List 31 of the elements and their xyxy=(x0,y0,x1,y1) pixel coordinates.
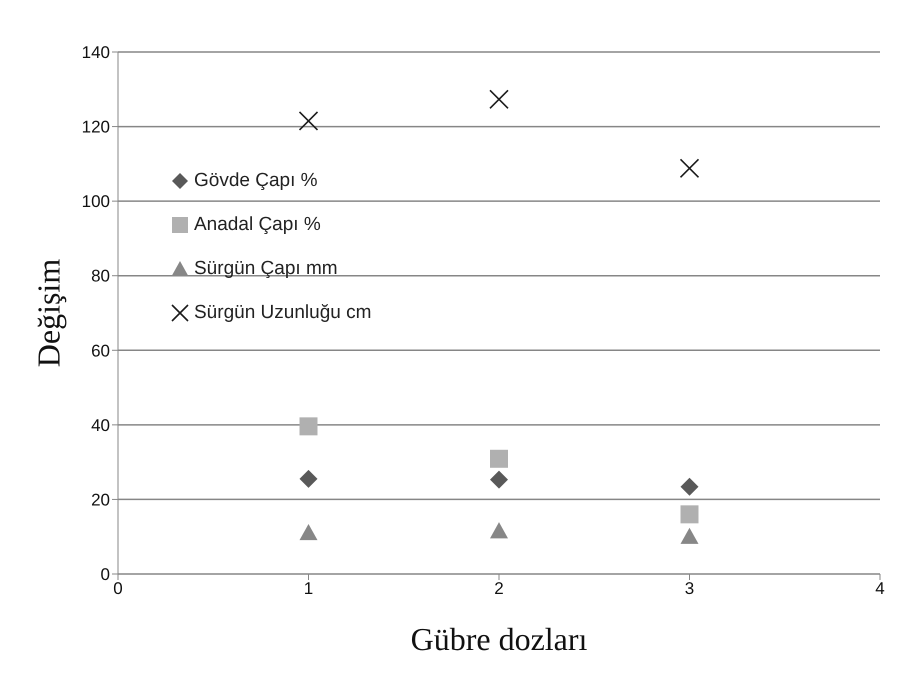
legend-label: Sürgün Çapı mm xyxy=(194,258,338,280)
point xyxy=(680,528,698,544)
x-tick-label: 1 xyxy=(304,579,314,598)
point xyxy=(298,111,318,131)
y-tick-label: 100 xyxy=(82,192,110,212)
y-tick-label: 40 xyxy=(91,416,110,435)
y-tick-label: 120 xyxy=(82,118,110,137)
point xyxy=(490,450,508,468)
x-axis-title: Gübre dozları xyxy=(410,621,588,657)
point xyxy=(490,522,508,538)
point xyxy=(300,470,318,488)
x-tick-label: 0 xyxy=(113,579,123,598)
x-tick-label: 3 xyxy=(684,579,694,598)
point xyxy=(300,417,318,436)
point xyxy=(300,524,318,540)
y-tick-label: 60 xyxy=(91,341,110,360)
point xyxy=(489,90,509,110)
y-tick-label: 140 xyxy=(82,43,110,62)
x-tick-label: 4 xyxy=(875,579,885,598)
point xyxy=(680,158,700,178)
y-tick-label: 80 xyxy=(91,266,110,286)
point xyxy=(680,478,698,496)
x-tick-label: 2 xyxy=(494,579,504,598)
y-tick-label: 20 xyxy=(91,490,110,510)
legend-label: Sürgün Uzunluğu cm xyxy=(194,302,372,324)
point xyxy=(680,505,698,524)
legend-label: Gövde Çapı % xyxy=(194,170,318,192)
y-axis-title: Değişim xyxy=(30,258,66,368)
legend-label: Anadal Çapı % xyxy=(194,214,321,236)
point xyxy=(490,470,508,489)
y-tick-label: 0 xyxy=(100,565,110,584)
